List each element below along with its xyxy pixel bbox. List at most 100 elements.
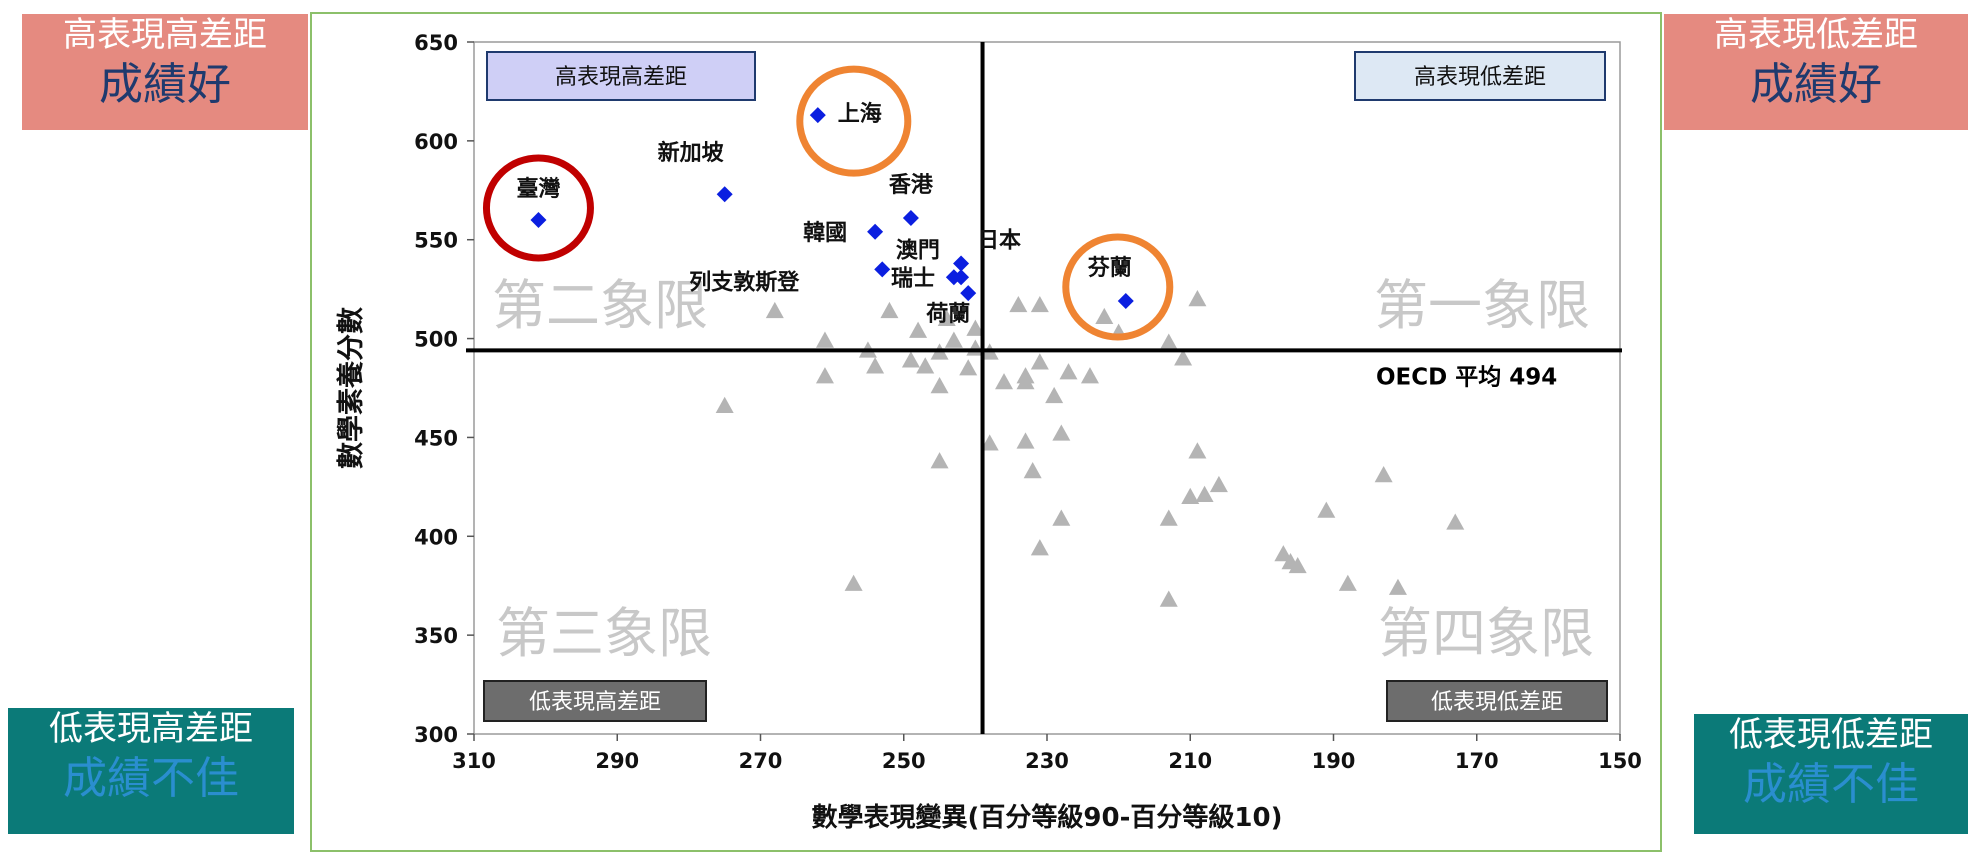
y-tick-label: 450 [414, 426, 458, 450]
other-point [1030, 295, 1049, 313]
other-point [880, 301, 899, 319]
other-point [1388, 578, 1407, 595]
other-point [1052, 424, 1071, 441]
highlight-point [902, 209, 919, 226]
y-tick-label: 500 [414, 328, 458, 352]
quadrant-label-q1: 第一象限 [1374, 274, 1590, 337]
other-point [959, 359, 978, 376]
x-tick-label: 250 [882, 749, 926, 773]
other-point [1159, 509, 1178, 526]
point-label: 新加坡 [658, 140, 724, 166]
other-point [765, 301, 784, 319]
point-label: 荷蘭 [926, 301, 970, 327]
point-label: 列支敦斯登 [689, 269, 800, 295]
quadrant-box-bottom-left [483, 680, 707, 722]
corner-label-top-left: 高表現高差距 成績好 [22, 14, 308, 130]
quadrant-box-top-right [1354, 51, 1606, 101]
quadrant-label-q3: 第三象限 [496, 602, 712, 665]
other-point [930, 452, 949, 469]
y-tick-label: 650 [414, 31, 458, 55]
other-point [1080, 367, 1099, 384]
axes: 310 290 270 250 230 210 190 170 150 300 350 400 450 5… [335, 31, 1642, 833]
highlight-point [960, 285, 977, 302]
other-point [980, 434, 999, 451]
highlight-point [716, 186, 733, 203]
other-points [715, 290, 1465, 607]
other-point [715, 396, 734, 413]
other-point [1030, 353, 1049, 370]
other-point [1009, 295, 1028, 313]
highlight-circle [1062, 233, 1174, 341]
highlight-point [867, 223, 884, 240]
highlighted-points [530, 107, 1134, 310]
other-point [1274, 545, 1293, 562]
x-tick-label: 290 [595, 749, 639, 773]
oecd-average-label: OECD 平均 494 [1376, 363, 1557, 390]
other-point [1023, 462, 1042, 479]
quadrant-box-top-left-text: 高表現高差距 [555, 65, 687, 90]
x-axis-label: 數學表現變異(百分等級90-百分等級10) [812, 802, 1283, 833]
other-point [1181, 487, 1200, 504]
other-point [1159, 590, 1178, 607]
quadrant-box-top-left [486, 51, 756, 101]
other-point [916, 357, 935, 374]
quadrant-box-bottom-right-text: 低表現低差距 [1431, 690, 1563, 715]
point-label: 韓國 [803, 220, 847, 246]
highlight-circle [796, 65, 912, 177]
x-tick-label: 170 [1455, 749, 1499, 773]
highlight-point [953, 269, 970, 286]
other-point [1030, 539, 1049, 556]
corner-label-bottom-right-line2: 成績不佳 [1743, 758, 1919, 810]
corner-label-top-left-line2: 成績好 [99, 58, 231, 110]
highlight-point [874, 261, 891, 278]
quadrant-label-q4: 第四象限 [1378, 602, 1594, 665]
other-point [995, 373, 1014, 390]
other-point [1045, 386, 1064, 404]
x-tick-label: 270 [739, 749, 783, 773]
point-label: 澳門 [896, 237, 940, 263]
other-point [815, 331, 834, 348]
highlight-circles [482, 65, 1174, 341]
x-tick-label: 310 [452, 749, 496, 773]
corner-label-bottom-right-line1: 低表現低差距 [1729, 715, 1933, 755]
point-label: 上海 [838, 101, 882, 127]
other-point [901, 351, 920, 368]
other-point [866, 357, 885, 374]
point-label: 香港 [889, 172, 934, 198]
other-point [1288, 556, 1307, 574]
point-label: 瑞士 [891, 265, 935, 291]
y-tick-label: 350 [414, 624, 458, 648]
y-tick-label: 600 [414, 130, 458, 154]
corner-label-bottom-left: 低表現高差距 成績不佳 [8, 708, 294, 834]
other-point [944, 331, 963, 348]
highlight-point [953, 255, 970, 272]
point-label: 芬蘭 [1087, 255, 1132, 281]
other-point [1188, 442, 1207, 459]
x-tick-label: 210 [1168, 749, 1212, 773]
other-point [966, 319, 985, 336]
corner-label-top-right: 高表現低差距 成績好 [1664, 14, 1968, 130]
other-point [1195, 485, 1214, 502]
other-point [1016, 432, 1035, 449]
y-axis-label: 數學素養分數 [335, 307, 367, 469]
other-point [1016, 373, 1035, 390]
corner-label-top-left-line1: 高表現高差距 [63, 15, 267, 55]
y-tick-label: 300 [414, 723, 458, 747]
highlight-point [809, 107, 826, 124]
other-point [937, 309, 956, 326]
corner-label-bottom-right: 低表現低差距 成績不佳 [1694, 714, 1968, 834]
x-tick-label: 230 [1025, 749, 1069, 773]
other-point [1446, 513, 1465, 530]
x-tick-label: 150 [1598, 749, 1642, 773]
y-tick-label: 400 [414, 525, 458, 549]
highlight-point [530, 211, 547, 228]
other-point [1095, 307, 1114, 325]
other-point [1374, 465, 1393, 483]
other-point [1317, 501, 1336, 518]
other-point [1059, 363, 1078, 380]
quadrant-box-bottom-right [1386, 680, 1608, 722]
quadrant-label-q2: 第二象限 [492, 274, 708, 337]
